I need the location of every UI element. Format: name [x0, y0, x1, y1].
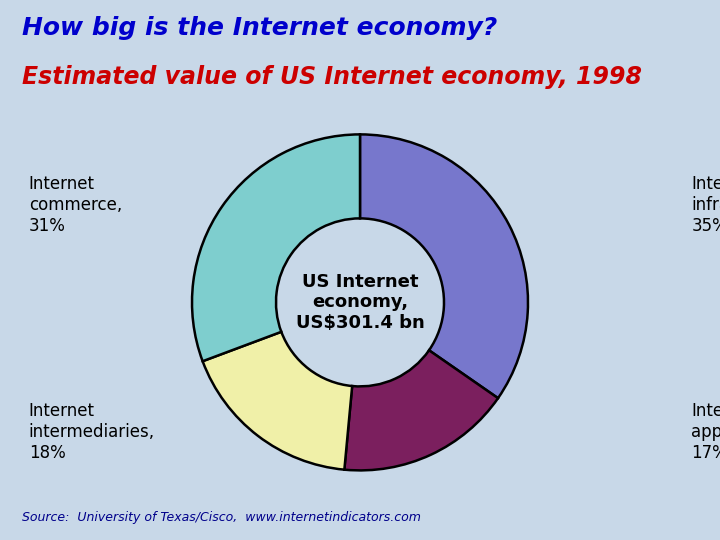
Wedge shape — [192, 134, 360, 361]
Wedge shape — [202, 332, 352, 470]
Wedge shape — [360, 134, 528, 398]
Text: Internet
applications,
17%: Internet applications, 17% — [691, 402, 720, 462]
Text: Internet
infrastructure,
35%: Internet infrastructure, 35% — [691, 176, 720, 235]
Text: Source:  University of Texas/Cisco,  www.internetindicators.com: Source: University of Texas/Cisco, www.i… — [22, 511, 420, 524]
Text: Estimated value of US Internet economy, 1998: Estimated value of US Internet economy, … — [22, 65, 642, 89]
Wedge shape — [344, 350, 498, 470]
Text: Internet
commerce,
31%: Internet commerce, 31% — [29, 176, 122, 235]
Text: Internet
intermediaries,
18%: Internet intermediaries, 18% — [29, 402, 155, 462]
Text: How big is the Internet economy?: How big is the Internet economy? — [22, 16, 497, 40]
Text: US Internet
economy,
US$301.4 bn: US Internet economy, US$301.4 bn — [296, 273, 424, 332]
